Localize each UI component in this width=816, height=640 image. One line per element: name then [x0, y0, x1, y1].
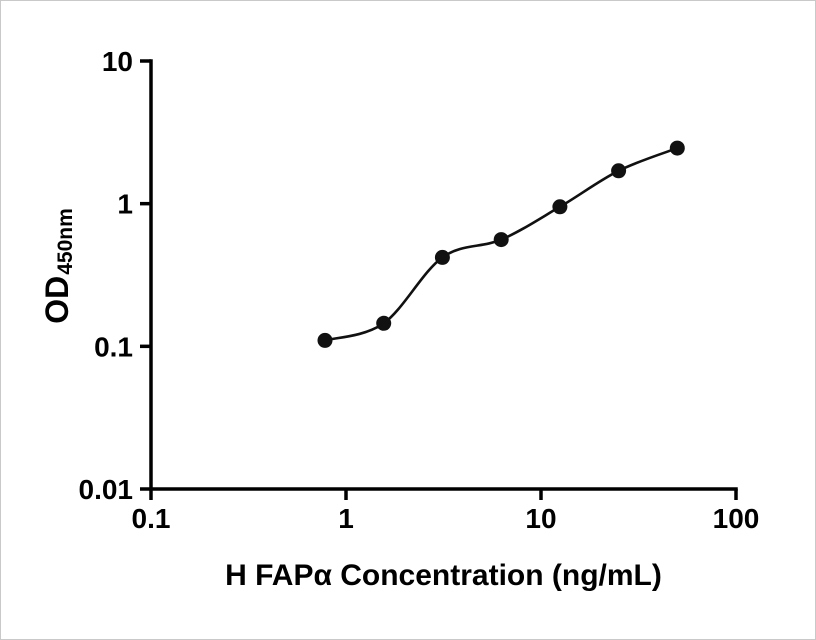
y-axis-title: OD 450nm [39, 176, 83, 356]
data-point [493, 232, 509, 248]
y-tick-label: 10 [102, 46, 133, 77]
x-tick-label: 0.1 [132, 503, 171, 534]
data-point [317, 332, 333, 348]
y-tick-label: 0.1 [94, 331, 133, 362]
x-tick-label: 10 [525, 503, 556, 534]
y-axis-title-main: OD [39, 275, 75, 324]
data-point [434, 249, 450, 265]
axes [149, 59, 738, 491]
data-point [669, 140, 685, 156]
x-tick-label: 100 [713, 503, 760, 534]
y-tick-label: 1 [117, 189, 133, 220]
x-axis-title: H FAPα Concentration (ng/mL) [225, 559, 662, 592]
data-point [611, 163, 627, 179]
data-point [376, 315, 392, 331]
x-tick-label: 1 [338, 503, 354, 534]
y-tick-label: 0.01 [79, 474, 134, 505]
y-axis-title-subscript: 450nm [54, 208, 77, 275]
data-point [552, 199, 568, 215]
